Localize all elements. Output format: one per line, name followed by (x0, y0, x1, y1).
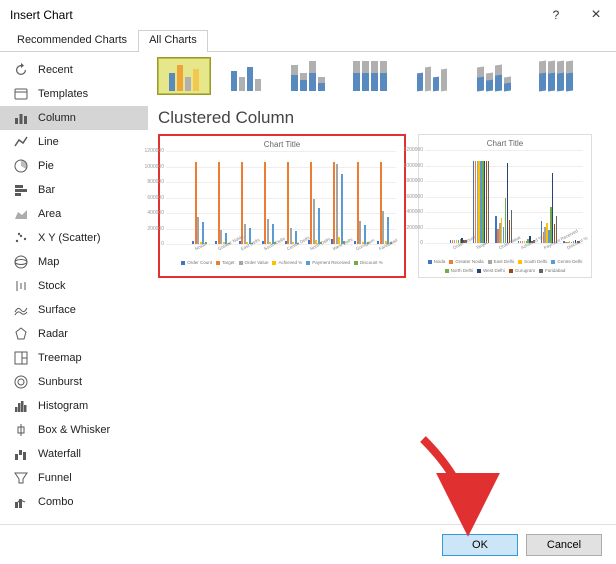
previews: Chart Title12000001000000800000600000400… (158, 134, 606, 278)
sidebar-item-label: Bar (38, 184, 55, 196)
titlebar: Insert Chart ? × (0, 0, 616, 30)
preview-title: Chart Title (419, 135, 591, 150)
subtype-label: Clustered Column (158, 108, 606, 128)
close-button[interactable]: × (576, 0, 616, 30)
sidebar-item-treemap[interactable]: Treemap (0, 346, 148, 370)
sidebar-item-label: Box & Whisker (38, 424, 110, 436)
sidebar-item-boxwhisker[interactable]: Box & Whisker (0, 418, 148, 442)
sidebar-item-label: Waterfall (38, 448, 81, 460)
funnel-icon (12, 469, 30, 487)
pie-icon (12, 157, 30, 175)
preview-title: Chart Title (160, 136, 404, 151)
ok-button[interactable]: OK (442, 534, 518, 556)
sidebar-item-label: Stock (38, 280, 66, 292)
scatter-icon (12, 229, 30, 247)
sidebar-item-bar[interactable]: Bar (0, 178, 148, 202)
sidebar-item-label: Histogram (38, 400, 88, 412)
waterfall-icon (12, 445, 30, 463)
map-icon (12, 253, 30, 271)
sidebar-item-label: Funnel (38, 472, 72, 484)
column-icon (12, 109, 30, 127)
tab-all-charts[interactable]: All Charts (138, 30, 208, 52)
sidebar-item-label: Map (38, 256, 59, 268)
surface-icon (12, 301, 30, 319)
sidebar-item-map[interactable]: Map (0, 250, 148, 274)
subtype-6[interactable] (530, 58, 582, 94)
sidebar-item-sunburst[interactable]: Sunburst (0, 370, 148, 394)
tab-recommended[interactable]: Recommended Charts (6, 30, 138, 52)
sidebar-item-histogram[interactable]: Histogram (0, 394, 148, 418)
area-icon (12, 205, 30, 223)
sidebar-item-radar[interactable]: Radar (0, 322, 148, 346)
sidebar-item-pie[interactable]: Pie (0, 154, 148, 178)
sidebar-item-funnel[interactable]: Funnel (0, 466, 148, 490)
stock-icon (12, 277, 30, 295)
line-icon (12, 133, 30, 151)
chart-preview-2[interactable]: Chart Title12000001000000800000600000400… (418, 134, 592, 278)
treemap-icon (12, 349, 30, 367)
sidebar-item-label: Column (38, 112, 76, 124)
histogram-icon (12, 397, 30, 415)
sidebar-item-label: Treemap (38, 352, 82, 364)
combo-icon (12, 493, 30, 511)
sidebar-item-label: Surface (38, 304, 76, 316)
subtype-0[interactable] (158, 58, 210, 94)
sidebar-item-label: Radar (38, 328, 68, 340)
sidebar-item-templates[interactable]: Templates (0, 82, 148, 106)
window-title: Insert Chart (10, 8, 536, 22)
sidebar-item-waterfall[interactable]: Waterfall (0, 442, 148, 466)
sidebar-item-area[interactable]: Area (0, 202, 148, 226)
sidebar-item-label: Pie (38, 160, 54, 172)
subtype-2[interactable] (282, 58, 334, 94)
sidebar-item-label: Sunburst (38, 376, 82, 388)
bar-icon (12, 181, 30, 199)
subtype-3[interactable] (344, 58, 396, 94)
main-pane: Recent Templates Column Line Pie Bar Area X Y (… (0, 52, 616, 524)
sidebar-item-label: Area (38, 208, 61, 220)
sunburst-icon (12, 373, 30, 391)
cancel-button[interactable]: Cancel (526, 534, 602, 556)
boxwhisker-icon (12, 421, 30, 439)
chart-type-sidebar: Recent Templates Column Line Pie Bar Area X Y (… (0, 52, 148, 524)
help-button[interactable]: ? (536, 0, 576, 30)
radar-icon (12, 325, 30, 343)
chart-preview-1[interactable]: Chart Title12000001000000800000600000400… (158, 134, 406, 278)
footer: OK Cancel (0, 524, 616, 564)
sidebar-item-label: Line (38, 136, 59, 148)
subtype-5[interactable] (468, 58, 520, 94)
sidebar-item-combo[interactable]: Combo (0, 490, 148, 514)
sidebar-item-label: Templates (38, 88, 88, 100)
sidebar-item-line[interactable]: Line (0, 130, 148, 154)
sidebar-item-label: X Y (Scatter) (38, 232, 101, 244)
subtype-1[interactable] (220, 58, 272, 94)
subtype-4[interactable] (406, 58, 458, 94)
sidebar-item-column[interactable]: Column (0, 106, 148, 130)
templates-icon (12, 85, 30, 103)
sidebar-item-label: Recent (38, 64, 73, 76)
sidebar-item-scatter[interactable]: X Y (Scatter) (0, 226, 148, 250)
content-pane: Clustered Column Chart Title120000010000… (148, 52, 616, 524)
sidebar-item-surface[interactable]: Surface (0, 298, 148, 322)
sidebar-item-recent[interactable]: Recent (0, 58, 148, 82)
sidebar-item-label: Combo (38, 496, 73, 508)
recent-icon (12, 61, 30, 79)
tabs-bar: Recommended Charts All Charts (0, 30, 616, 52)
sidebar-item-stock[interactable]: Stock (0, 274, 148, 298)
subtype-row (158, 58, 606, 98)
